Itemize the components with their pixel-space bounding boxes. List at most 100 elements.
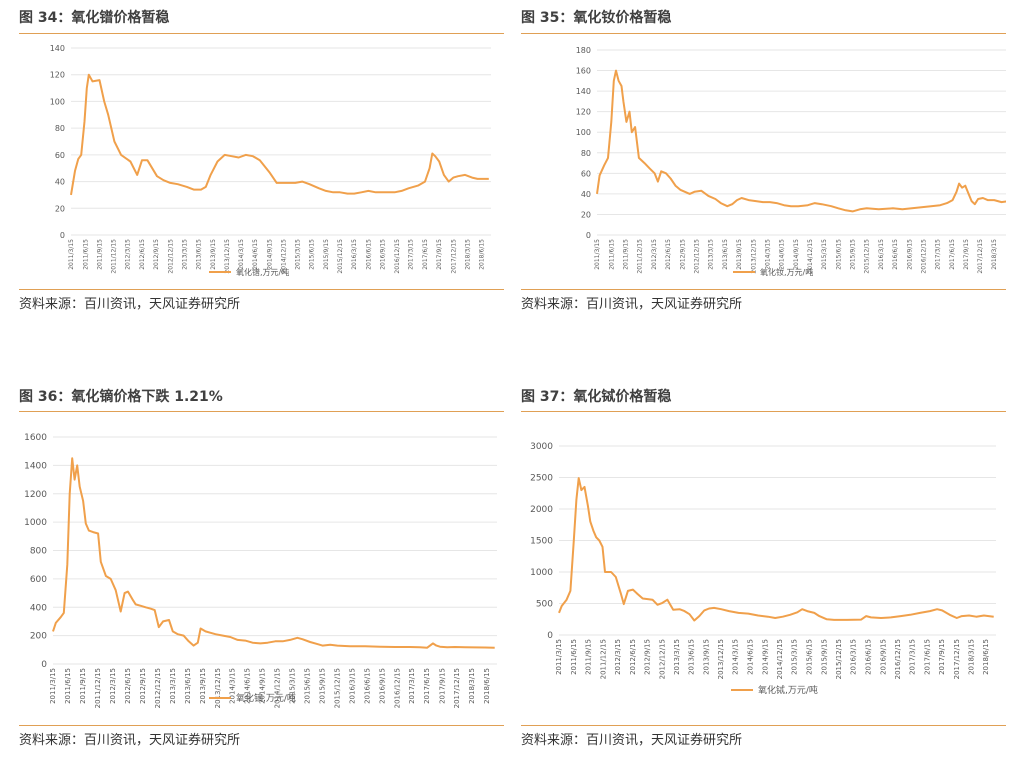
x-tick-label: 2013/9/15 (199, 668, 207, 704)
x-tick-label: 2013/12/15 (717, 639, 725, 679)
y-tick-label: 20 (55, 204, 65, 213)
source-note: 资料来源：百川资讯，天风证券研究所 (19, 297, 241, 312)
x-tick-label: 2012/9/15 (139, 668, 147, 704)
x-tick-label: 2011/6/15 (570, 639, 578, 675)
x-tick-label: 2015/6/15 (303, 668, 311, 704)
x-tick-label: 2016/12/15 (921, 239, 928, 274)
x-tick-label: 2011/12/15 (111, 239, 118, 274)
x-tick-label: 2014/3/15 (764, 239, 771, 270)
y-tick-label: 120 (576, 108, 591, 117)
x-tick-label: 2013/3/15 (169, 668, 177, 704)
x-tick-label: 2016/3/15 (351, 239, 358, 270)
y-tick-label: 120 (50, 71, 65, 80)
x-tick-label: 2017/9/15 (436, 239, 443, 270)
x-tick-label: 2012/3/15 (125, 239, 132, 270)
x-tick-label: 2013/9/15 (210, 239, 217, 270)
y-tick-label: 80 (581, 149, 591, 158)
x-tick-label: 2014/3/15 (229, 668, 237, 704)
line-chart: 0 200 400 600 800 1000 1200 1400 1600 2011/3/15 20… (24, 433, 497, 708)
y-tick-label: 60 (581, 169, 591, 178)
y-tick-label: 500 (536, 600, 553, 610)
x-tick-label: 2017/3/15 (408, 239, 415, 270)
y-tick-label: 60 (55, 151, 65, 160)
x-tick-label: 2013/6/15 (196, 239, 203, 270)
x-tick-label: 2011/3/15 (68, 239, 75, 270)
x-tick-label: 2014/3/15 (732, 639, 740, 675)
x-tick-label: 2016/6/15 (892, 239, 899, 270)
x-tick-label: 2017/6/15 (923, 639, 931, 675)
x-tick-label: 2016/3/15 (878, 239, 885, 270)
x-tick-label: 2017/3/15 (908, 639, 916, 675)
y-tick-label: 200 (30, 632, 47, 642)
x-tick-label: 2014/12/15 (274, 668, 282, 708)
chart-title: 图 36：氧化镝价格下跌 1.21% (19, 389, 223, 405)
x-tick-label: 2014/6/15 (252, 239, 259, 270)
x-tick-label: 2015/3/15 (791, 639, 799, 675)
x-tick-label: 2014/9/15 (793, 239, 800, 270)
y-tick-label: 800 (30, 547, 47, 557)
x-tick-label: 2012/3/15 (651, 239, 658, 270)
x-tick-label: 2014/9/15 (259, 668, 267, 704)
chart-title: 图 35：氧化钕价格暂稳 (521, 10, 672, 26)
y-tick-label: 40 (55, 178, 65, 187)
x-tick-label: 2012/3/15 (109, 668, 117, 704)
y-tick-label: 1000 (24, 518, 47, 528)
legend-label: 氧化镨,万元/吨 (236, 267, 289, 277)
chart-panel-3: 图 36：氧化镝价格下跌 1.21% 0 200 400 600 800 1000 1200… (19, 378, 504, 758)
x-tick-label: 2018/3/15 (967, 639, 975, 675)
x-tick-label: 2011/9/15 (97, 239, 104, 270)
x-tick-label: 2016/12/15 (394, 239, 401, 274)
y-tick-label: 0 (586, 231, 591, 240)
x-tick-label: 2014/6/15 (747, 639, 755, 675)
legend-label: 氧化钕,万元/吨 (760, 267, 813, 277)
divider (19, 725, 504, 726)
x-tick-label: 2011/12/15 (94, 668, 102, 708)
x-tick-label: 2015/9/15 (820, 639, 828, 675)
source-note: 资料来源：百川资讯，天风证券研究所 (19, 733, 241, 748)
x-tick-label: 2013/12/15 (750, 239, 757, 274)
x-tick-label: 2016/9/15 (879, 639, 887, 675)
x-tick-label: 2013/3/15 (708, 239, 715, 270)
x-tick-label: 2016/12/15 (894, 639, 902, 679)
y-tick-label: 1600 (24, 433, 47, 443)
x-tick-label: 2012/6/15 (629, 639, 637, 675)
x-tick-label: 2011/12/15 (599, 639, 607, 679)
x-tick-label: 2018/3/15 (991, 239, 998, 270)
x-tick-label: 2014/6/15 (244, 668, 252, 704)
y-tick-label: 100 (576, 128, 591, 137)
divider (521, 725, 1006, 726)
y-tick-label: 40 (581, 190, 591, 199)
x-tick-label: 2016/9/15 (380, 239, 387, 270)
x-tick-label: 2013/12/15 (214, 668, 222, 708)
x-tick-label: 2013/3/15 (181, 239, 188, 270)
x-tick-label: 2017/12/15 (453, 668, 461, 708)
series-line (596, 69, 1006, 213)
legend-label: 氧化铽,万元/吨 (758, 684, 818, 696)
y-tick-label: 20 (581, 210, 591, 219)
x-tick-label: 2017/9/15 (438, 668, 446, 704)
x-tick-label: 2011/3/15 (594, 239, 601, 270)
x-tick-label: 2013/6/15 (184, 668, 192, 704)
x-tick-label: 2016/12/15 (393, 668, 401, 708)
y-tick-label: 100 (50, 97, 65, 106)
x-tick-label: 2014/12/15 (776, 639, 784, 679)
x-tick-label: 2018/6/15 (982, 639, 990, 675)
x-tick-label: 2017/9/15 (963, 239, 970, 270)
x-tick-label: 2015/12/15 (333, 668, 341, 708)
x-tick-label: 2015/3/15 (821, 239, 828, 270)
y-tick-label: 400 (30, 603, 47, 613)
x-tick-label: 2018/6/15 (483, 668, 491, 704)
x-tick-label: 2012/9/15 (679, 239, 686, 270)
y-tick-label: 1400 (24, 461, 47, 471)
x-tick-label: 2015/6/15 (309, 239, 316, 270)
x-tick-label: 2014/9/15 (266, 239, 273, 270)
y-tick-label: 0 (60, 231, 65, 240)
x-tick-label: 2011/3/15 (49, 668, 57, 704)
line-chart: 0 500 1000 1500 2000 2500 3000 2011/3/15 2011/6/… (530, 442, 996, 696)
x-tick-label: 2011/3/15 (555, 639, 563, 675)
x-tick-label: 2012/9/15 (153, 239, 160, 270)
x-tick-label: 2013/12/15 (224, 239, 231, 274)
series-line (70, 73, 489, 196)
series-line (52, 457, 495, 649)
x-tick-label: 2011/9/15 (79, 668, 87, 704)
